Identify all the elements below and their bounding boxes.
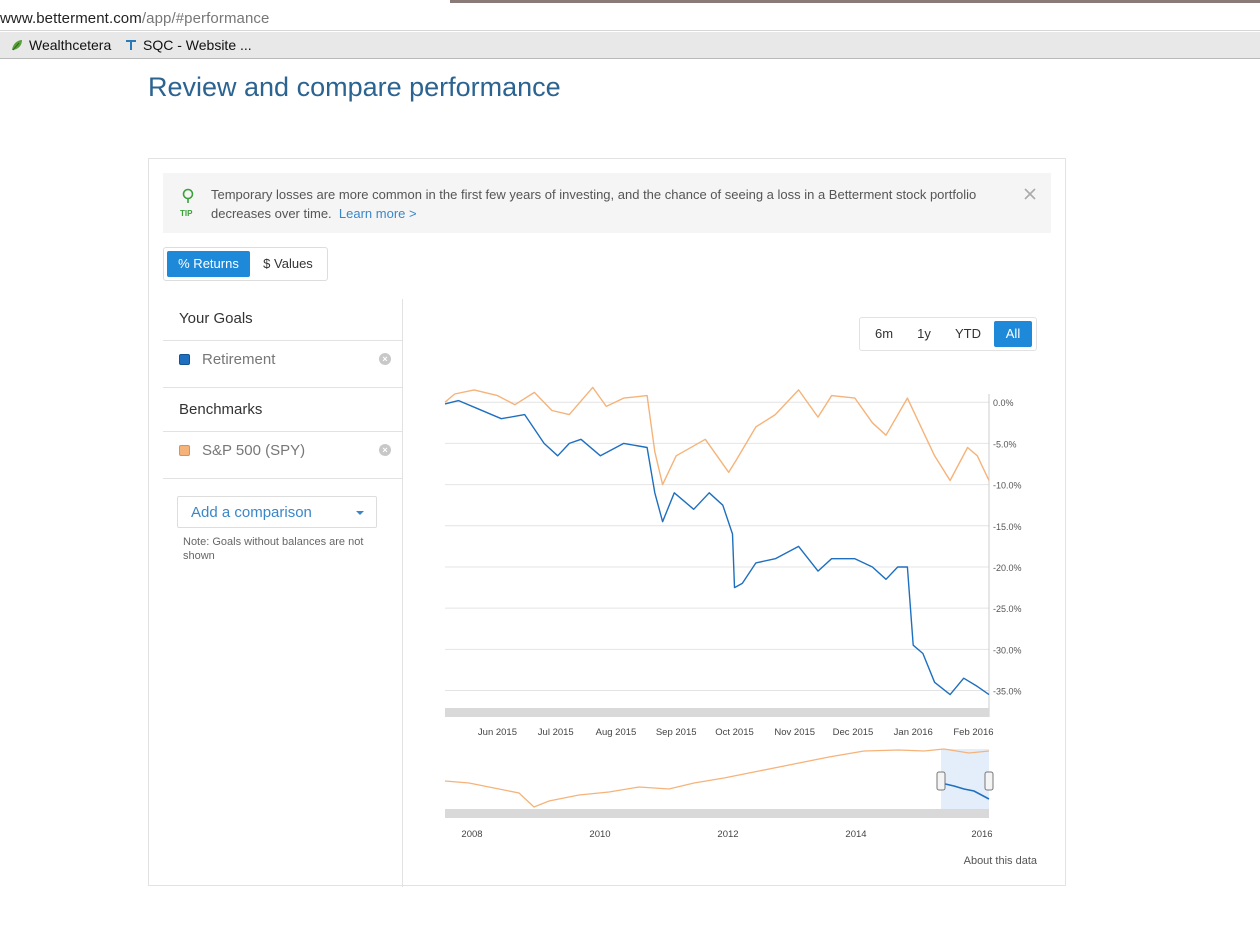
goal-item-retirement[interactable]: Retirement ×	[179, 349, 391, 369]
range-ytd-button[interactable]: YTD	[955, 326, 981, 341]
bookmark-sqc-website[interactable]: SQC - Website ...	[124, 37, 252, 53]
url-path: /app/#performance	[141, 10, 270, 27]
divider	[163, 387, 403, 388]
y-tick-label: -25.0%	[993, 604, 1022, 614]
navigator-retirement-line	[940, 782, 990, 800]
bookmarks-bar: Wealthcetera SQC - Website ...	[0, 32, 1260, 59]
x-tick-label: Jun 2015	[478, 727, 517, 738]
browser-address-bar[interactable]: www.betterment.com/app/#performance	[0, 0, 1260, 31]
y-tick-label: -20.0%	[993, 563, 1022, 573]
x-tick-label: Sep 2015	[656, 727, 697, 738]
goals-note: Note: Goals without balances are not sho…	[183, 536, 364, 562]
range-6m-button[interactable]: 6m	[874, 326, 894, 341]
browser-tab-strip	[450, 0, 1260, 3]
benchmark-label: S&P 500 (SPY)	[202, 441, 306, 459]
tip-text: Temporary losses are more common in the …	[211, 185, 991, 223]
divider	[163, 431, 403, 432]
bookmark-wealthcetera[interactable]: Wealthcetera	[10, 37, 111, 53]
benchmarks-heading: Benchmarks	[179, 401, 263, 418]
chevron-down-icon	[356, 511, 364, 515]
performance-card: TIP Temporary losses are more common in …	[148, 158, 1066, 887]
goal-label: Retirement	[202, 350, 276, 368]
chart-scrollbar	[445, 708, 989, 717]
series-line	[444, 386, 990, 486]
y-tick-label: -10.0%	[993, 481, 1022, 491]
y-tick-label: -5.0%	[993, 439, 1017, 449]
site-icon	[126, 40, 136, 50]
sidebar: Your Goals Retirement × Benchmarks S&P 5…	[163, 299, 403, 887]
x-tick-label: Dec 2015	[833, 727, 874, 738]
navigator-selection	[941, 749, 989, 809]
remove-icon[interactable]: ×	[379, 444, 391, 456]
url-text[interactable]: www.betterment.com/app/#performance	[0, 10, 269, 27]
y-tick-label: 0.0%	[993, 398, 1014, 408]
range-1y-button[interactable]: 1y	[917, 326, 931, 341]
returns-button[interactable]: % Returns	[167, 251, 250, 277]
y-tick-label: -15.0%	[993, 522, 1022, 532]
navigator-tick-label: 2012	[717, 829, 738, 840]
tip-message: Temporary losses are more common in the …	[211, 187, 977, 221]
navigator-tick-label: 2010	[589, 829, 610, 840]
navigator-tick-label: 2008	[461, 829, 482, 840]
performance-chart: 0.0% -5.0% -10.0% -15.0% -20.0% -25.0% -30.0% -…	[444, 386, 1022, 840]
close-icon[interactable]	[1023, 187, 1037, 201]
values-button[interactable]: $ Values	[263, 256, 313, 271]
y-tick-label: -35.0%	[993, 687, 1022, 697]
x-tick-label: Aug 2015	[596, 727, 637, 738]
tip-label: TIP	[180, 209, 193, 218]
leaf-icon	[12, 40, 22, 51]
add-comparison-label: Add a comparison	[191, 504, 312, 521]
bookmark-label: Wealthcetera	[29, 37, 112, 53]
navigator-benchmark-line	[444, 748, 990, 808]
x-tick-label: Nov 2015	[774, 727, 815, 738]
spy-swatch	[179, 444, 190, 456]
remove-icon[interactable]: ×	[379, 353, 391, 365]
returns-values-toggle: % Returns $ Values	[163, 247, 328, 281]
series-line	[444, 399, 990, 696]
divider	[163, 478, 403, 479]
divider	[163, 340, 403, 341]
y-tick-label: -30.0%	[993, 645, 1022, 655]
x-tick-label: Feb 2016	[953, 727, 993, 738]
x-tick-label: Jan 2016	[894, 727, 933, 738]
goals-heading: Your Goals	[179, 310, 253, 327]
add-comparison-dropdown[interactable]: Add a comparison	[177, 496, 377, 528]
navigator-handle	[936, 771, 946, 791]
bookmark-label: SQC - Website ...	[143, 37, 252, 53]
x-tick-label: Oct 2015	[715, 727, 754, 738]
about-data-link[interactable]: About this data	[963, 855, 1037, 867]
navigator-handle	[984, 771, 994, 791]
learn-more-link[interactable]: Learn more >	[338, 206, 417, 221]
url-host: www.betterment.com	[0, 10, 142, 27]
range-selector: 6m 1y YTD All	[859, 317, 1037, 351]
x-tick-label: Jul 2015	[538, 727, 574, 738]
page-title: Review and compare performance	[148, 72, 561, 102]
lightbulb-icon	[182, 188, 194, 203]
range-all-button[interactable]: All	[994, 321, 1032, 347]
navigator-tick-label: 2014	[845, 829, 866, 840]
tip-banner: TIP Temporary losses are more common in …	[163, 173, 1051, 233]
retirement-swatch	[179, 353, 190, 365]
benchmark-item-spy[interactable]: S&P 500 (SPY) ×	[179, 440, 391, 460]
navigator-tick-label: 2016	[971, 829, 992, 840]
navigator-scrollbar	[445, 809, 989, 818]
